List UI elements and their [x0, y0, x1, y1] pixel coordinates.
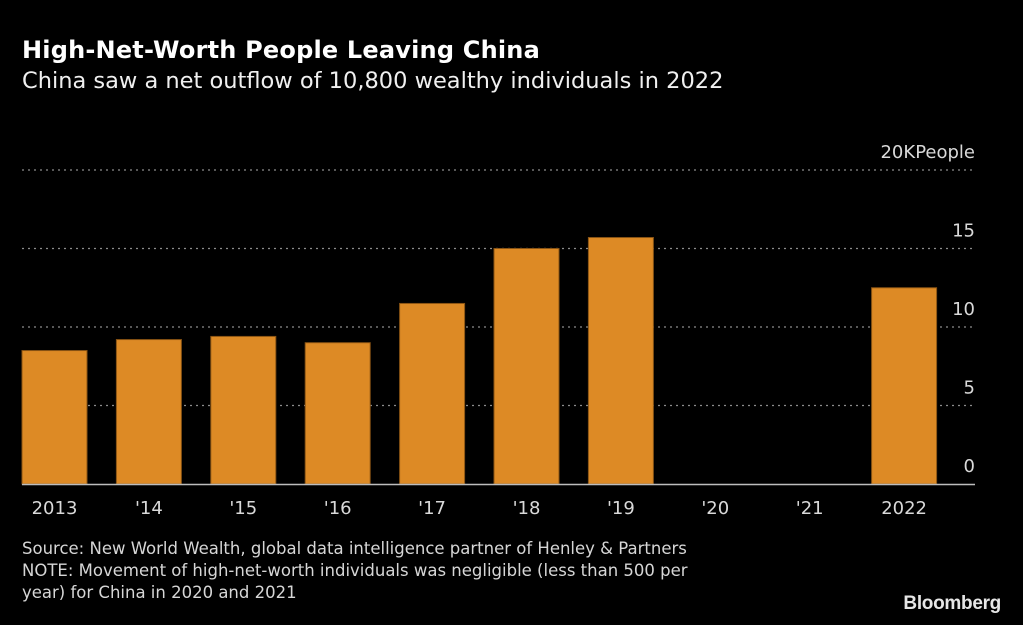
x-tick-label: '19	[607, 498, 635, 519]
footer: Source: New World Wealth, global data in…	[22, 538, 688, 604]
bar	[21, 350, 88, 485]
y-tick-label: 0	[964, 456, 975, 477]
bloomberg-logo: Bloomberg	[903, 593, 1001, 614]
x-tick-label: '15	[229, 498, 257, 519]
y-tick-label: 15	[952, 221, 975, 242]
x-tick-label: '14	[135, 498, 163, 519]
bar	[493, 248, 560, 485]
bar	[871, 287, 938, 485]
x-tick-label: 2022	[881, 498, 927, 519]
bar	[210, 335, 277, 485]
x-tick-label: '18	[513, 498, 541, 519]
bar	[587, 237, 654, 485]
y-tick-label: 20KPeople	[880, 142, 975, 163]
bars	[21, 237, 938, 485]
note-line-1: NOTE: Movement of high-net-worth individ…	[22, 561, 688, 580]
x-tick-label: '17	[418, 498, 446, 519]
chart-title: High-Net-Worth People Leaving China	[22, 36, 540, 64]
x-tick-label: 2013	[32, 498, 78, 519]
source-note: Source: New World Wealth, global data in…	[22, 539, 687, 558]
y-tick-label: 10	[952, 299, 975, 320]
chart-subtitle: China saw a net outflow of 10,800 wealth…	[22, 68, 724, 94]
x-tick-label: '21	[796, 498, 824, 519]
x-tick-label: '20	[701, 498, 729, 519]
bar	[115, 339, 182, 485]
bar	[399, 302, 466, 485]
bar	[304, 342, 371, 485]
y-axis-ticks: 0 5 10 15 20KPeople	[880, 142, 975, 477]
y-tick-label: 5	[964, 378, 975, 399]
x-tick-label: '16	[324, 498, 352, 519]
x-axis-labels: 2013 '14 '15 '16 '17 '18 '19 '20 '21 2022	[32, 498, 927, 519]
note-line-2: year) for China in 2020 and 2021	[22, 583, 297, 602]
